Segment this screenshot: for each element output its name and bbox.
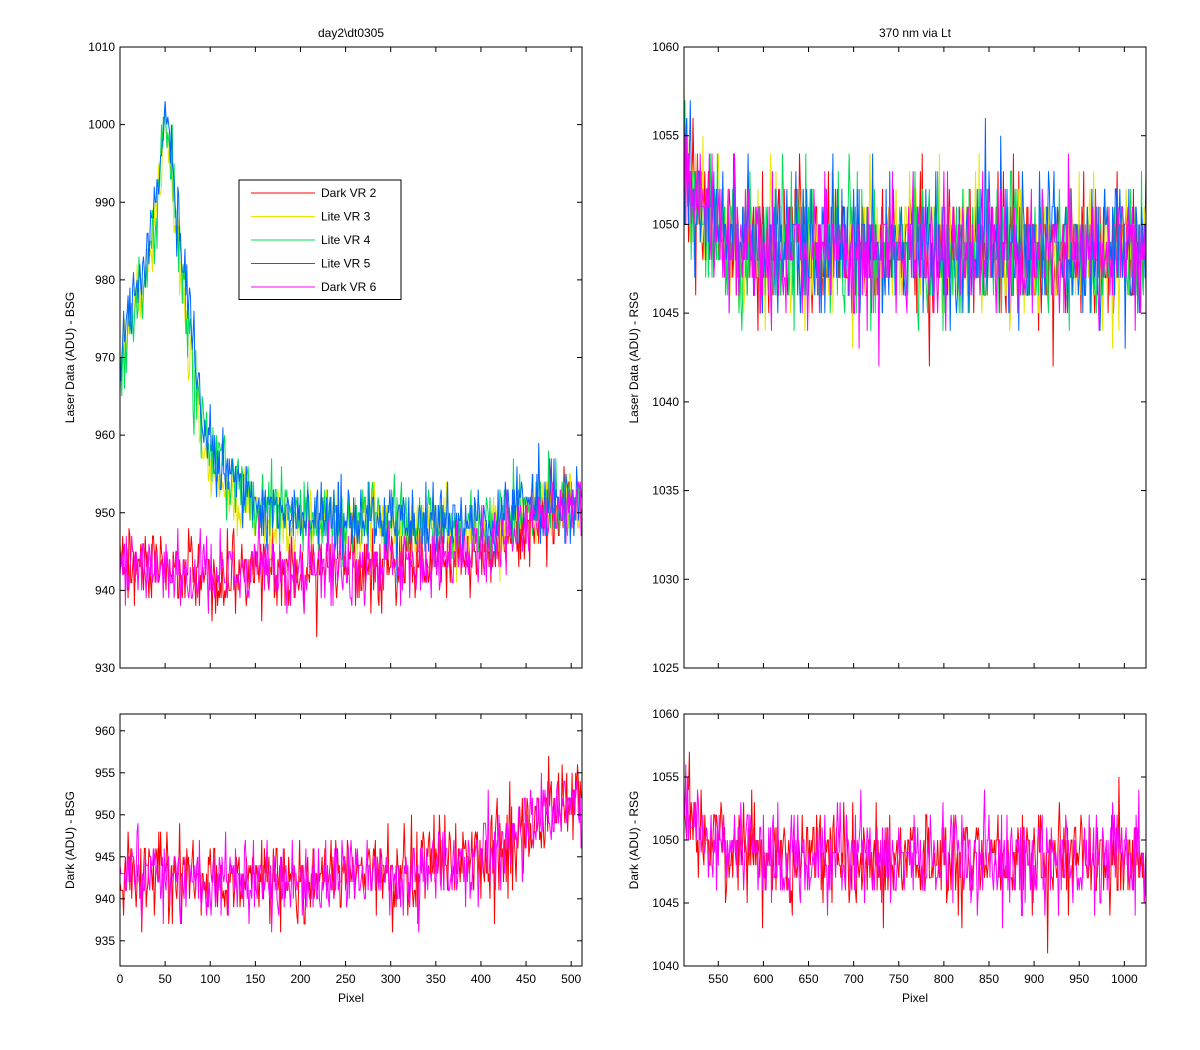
x-tick-label: 0 [117, 972, 124, 986]
chart-title: day2\dt0305 [318, 26, 384, 40]
series-line-lite-vr-5 [120, 101, 582, 583]
y-tick-label: 1035 [652, 484, 679, 498]
y-tick-label: 1030 [652, 572, 679, 586]
y-tick-label: 1055 [652, 770, 679, 784]
legend-entry: Lite VR 4 [321, 233, 371, 247]
y-tick-label: 960 [95, 724, 115, 738]
y-tick-label: 950 [95, 808, 115, 822]
y-tick-label: 1045 [652, 306, 679, 320]
y-tick-label: 1045 [652, 896, 679, 910]
y-axis-label: Laser Data (ADU) - RSG [627, 291, 641, 423]
y-tick-label: 1060 [652, 40, 679, 54]
x-tick-label: 100 [200, 972, 220, 986]
x-tick-label: 200 [290, 972, 310, 986]
x-tick-label: 350 [426, 972, 446, 986]
y-axis-label: Dark (ADU) - BSG [63, 791, 77, 889]
plot-area-top-right [683, 46, 1147, 669]
y-tick-label: 990 [95, 195, 115, 209]
series-line-dark-vr-6 [120, 772, 582, 933]
x-tick-label: 250 [336, 972, 356, 986]
y-tick-label: 940 [95, 583, 115, 597]
x-axis-label: Pixel [902, 991, 928, 1005]
y-tick-label: 945 [95, 850, 115, 864]
series-group [684, 751, 1146, 954]
legend-entry: Dark VR 6 [321, 280, 377, 294]
y-tick-label: 1025 [652, 661, 679, 675]
x-tick-label: 1000 [1111, 972, 1138, 986]
y-tick-label: 970 [95, 351, 115, 365]
series-group [684, 82, 1146, 367]
legend-entry: Lite VR 3 [321, 210, 371, 224]
y-axis-label: Laser Data (ADU) - BSG [63, 292, 77, 423]
legend: Dark VR 2 Lite VR 3 Lite VR 4 Lite VR 5 Dark… [238, 179, 402, 300]
x-tick-label: 850 [979, 972, 999, 986]
x-tick-label: 50 [158, 972, 172, 986]
y-tick-label: 1040 [652, 395, 679, 409]
chart-top-left: 930 940 950 960 970 980 990 1000 1010 day2\dt0305… [63, 26, 583, 675]
x-tick-label: 450 [516, 972, 536, 986]
y-tick-label: 1010 [88, 40, 115, 54]
y-tick-label: 1050 [652, 833, 679, 847]
x-tick-label: 650 [799, 972, 819, 986]
y-tick-label: 935 [95, 934, 115, 948]
x-axis-label: Pixel [338, 991, 364, 1005]
x-tick-label: 750 [889, 972, 909, 986]
y-tick-label: 980 [95, 273, 115, 287]
y-tick-label: 1060 [652, 707, 679, 721]
y-axis-label: Dark (ADU) - RSG [627, 791, 641, 890]
chart-bottom-left: 0 50 100 150 200 250 300 350 400 450 500 935 940 945 9… [63, 713, 583, 1005]
series-line-dark-vr-6 [684, 764, 1146, 929]
series-group [120, 101, 582, 638]
x-tick-label: 900 [1024, 972, 1044, 986]
x-tick-label: 550 [708, 972, 728, 986]
chart-title: 370 nm via Lt [879, 26, 952, 40]
legend-entry: Lite VR 5 [321, 257, 371, 271]
x-tick-label: 150 [245, 972, 265, 986]
y-tick-label: 950 [95, 506, 115, 520]
y-tick-label: 955 [95, 766, 115, 780]
x-tick-label: 500 [561, 972, 581, 986]
y-tick-label: 1050 [652, 217, 679, 231]
x-tick-label: 300 [381, 972, 401, 986]
legend-entry: Dark VR 2 [321, 186, 377, 200]
chart-bottom-right: 550 600 650 700 750 800 850 900 950 1000 1040 1045 1… [627, 707, 1147, 1005]
plot-area-top-left [119, 46, 583, 669]
y-tick-label: 940 [95, 892, 115, 906]
y-tick-label: 930 [95, 661, 115, 675]
x-tick-label: 700 [844, 972, 864, 986]
series-line-dark-vr-2 [120, 458, 582, 638]
y-tick-label: 1040 [652, 959, 679, 973]
x-tick-label: 800 [934, 972, 954, 986]
series-line-dark-vr-6 [684, 117, 1146, 367]
chart-top-right: 1025 1030 1035 1040 1045 1050 1055 1060 370 nm v… [627, 26, 1147, 675]
x-tick-label: 600 [753, 972, 773, 986]
y-tick-label: 960 [95, 428, 115, 442]
y-tick-label: 1000 [88, 118, 115, 132]
x-tick-label: 400 [471, 972, 491, 986]
y-tick-label: 1055 [652, 129, 679, 143]
series-line-dark-vr-6 [120, 481, 582, 614]
series-group [120, 755, 582, 933]
x-tick-label: 950 [1069, 972, 1089, 986]
